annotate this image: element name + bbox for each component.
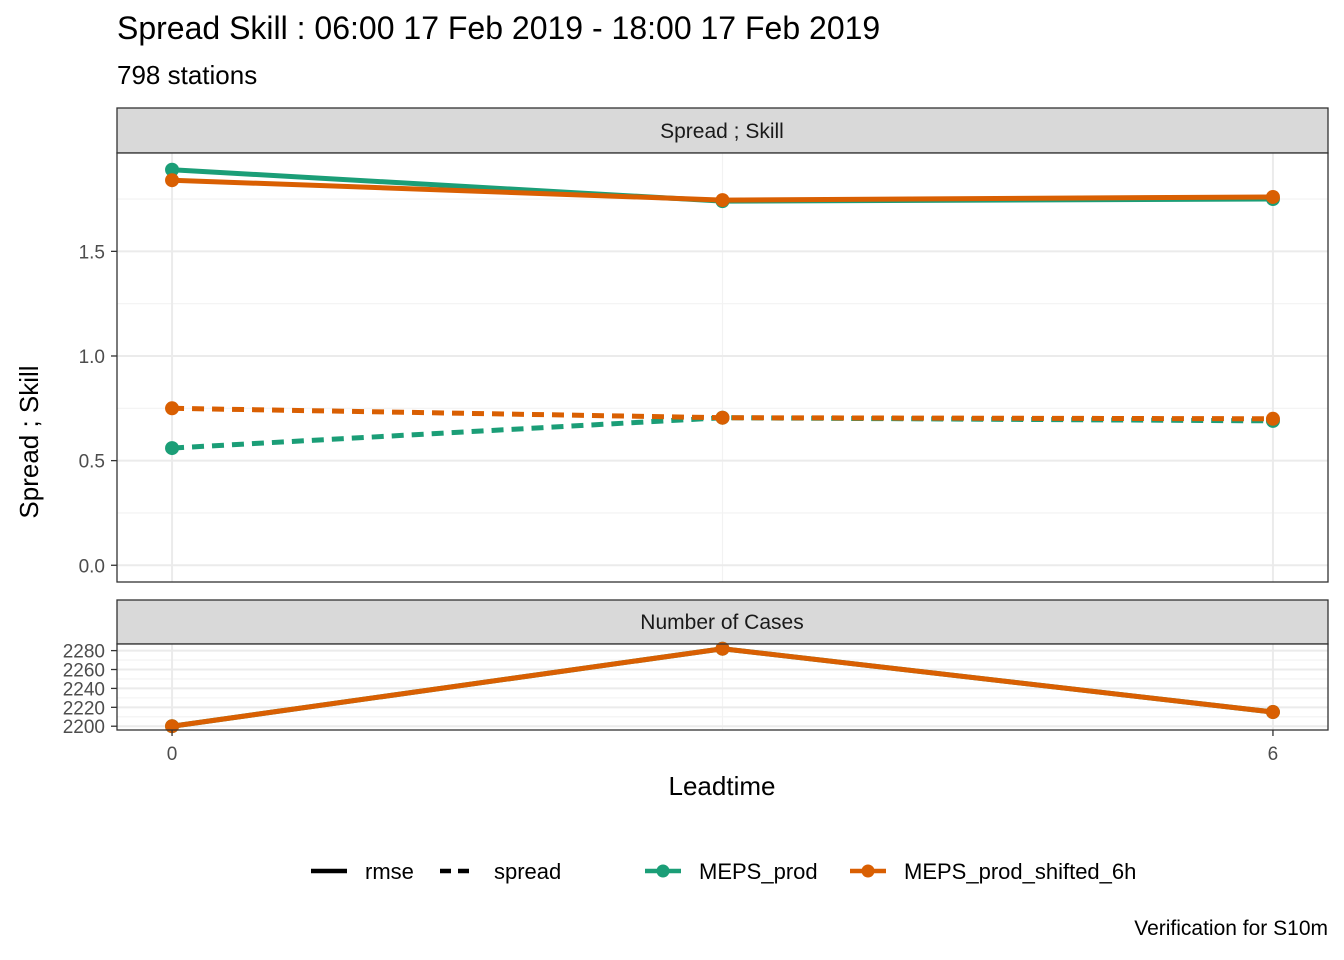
y-axis-title: Spread ; Skill [14,365,44,518]
chart-subtitle: 798 stations [117,60,258,90]
cases-y-tick-label: 2220 [63,698,105,719]
legend-label-spread: spread [494,859,561,884]
spread-skill-y-tick-label: 0.5 [79,452,105,473]
legend-item-meps-prod-shifted-6h: MEPS_prod_shifted_6h [850,859,1136,884]
spread-skill-y-tick-label: 1.5 [79,242,105,263]
panel-border-spread-skill [116,152,1329,583]
chart-caption: Verification for S10m [1134,917,1328,940]
cases-y-tick-label: 2240 [63,679,105,700]
x-tick-label: 6 [1268,744,1279,765]
legend-label-meps-prod: MEPS_prod [699,859,818,884]
cases-data-point-meps-prod-shifted-6h [1265,705,1280,720]
cases-y-tick-label: 2200 [63,717,105,738]
legend: rmse spread MEPS_prod MEPS_prod_shifted_… [311,859,1136,884]
strip-number-of-cases [116,599,1329,645]
legend-item-spread: spread [440,859,561,884]
spread-skill-data-point-meps-prod-shifted-6h [165,173,180,188]
cases-data-point-meps-prod-shifted-6h [715,641,730,656]
spread-skill-data-point-meps-prod [165,441,180,456]
x-axis-title: Leadtime [669,771,776,801]
panel-border-number-of-cases [116,643,1329,731]
cases-y-tick-label: 2280 [63,642,105,663]
legend-point-meps-prod [656,864,670,878]
spread-skill-data-point-meps-prod-shifted-6h [1265,189,1280,204]
legend-label-rmse: rmse [365,859,414,884]
y-axis-spread-skill: 0.0 0.5 1.0 1.5 [79,242,117,577]
spread-skill-y-tick-label: 0.0 [79,556,105,577]
series-spread-skill [165,162,1280,456]
legend-label-meps-prod-shifted-6h: MEPS_prod_shifted_6h [904,859,1136,884]
grid-spread-skill [117,153,1328,582]
cases-y-tick-label: 2260 [63,661,105,682]
spread-skill-y-tick-label: 1.0 [79,347,105,368]
x-tick-label: 0 [167,744,178,765]
legend-item-meps-prod: MEPS_prod [645,859,818,884]
spread-skill-data-point-meps-prod-shifted-6h [165,401,180,416]
series-number-of-cases [165,641,1280,734]
strip-label-number-of-cases: Number of Cases [640,611,803,634]
strip-label-spread-skill: Spread ; Skill [660,120,784,143]
strip-spread-skill [116,107,1329,154]
spread-skill-data-point-meps-prod [165,162,180,177]
spread-skill-data-point-meps-prod-shifted-6h [715,193,730,208]
spread-skill-data-point-meps-prod-shifted-6h [715,410,730,425]
chart-title: Spread Skill : 06:00 17 Feb 2019 - 18:00… [117,10,881,46]
legend-point-meps-prod-shifted-6h [861,864,875,878]
spread-skill-data-point-meps-prod-shifted-6h [1265,411,1280,426]
legend-item-rmse: rmse [311,859,414,884]
